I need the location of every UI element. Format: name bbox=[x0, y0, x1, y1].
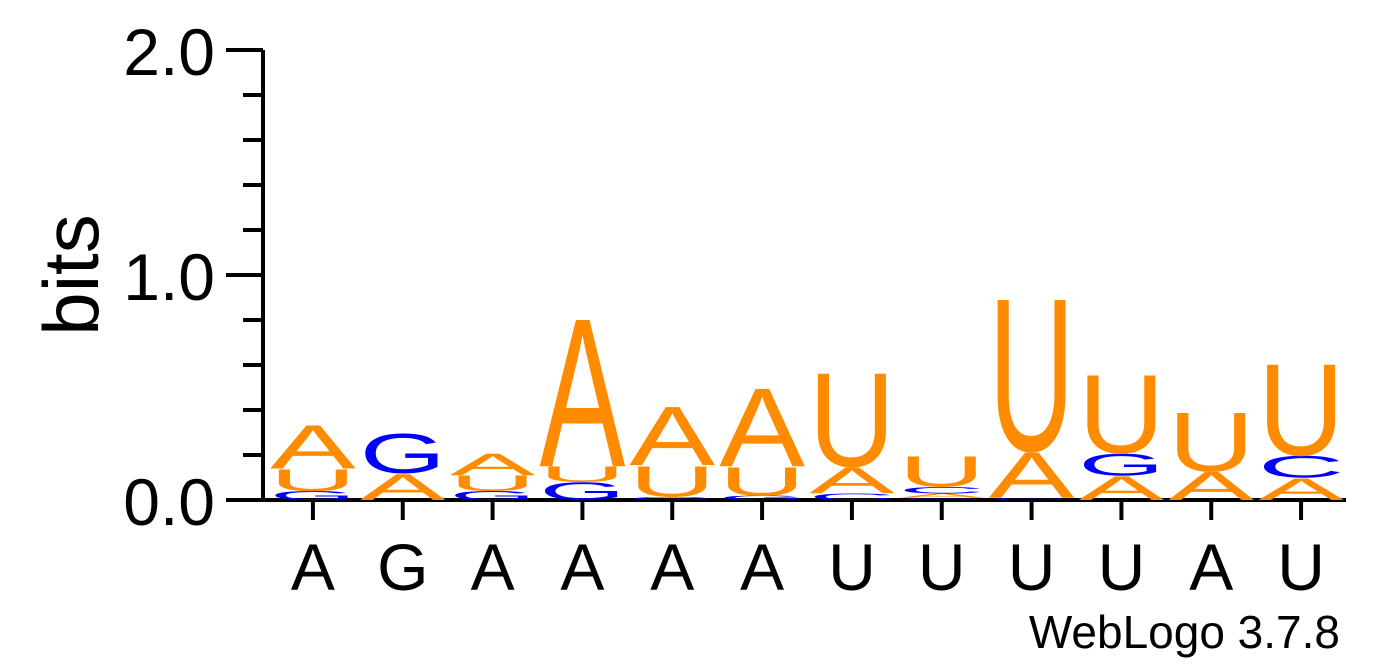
logo-column: GAU bbox=[988, 253, 1074, 512]
x-tick-label: A bbox=[650, 530, 694, 604]
logo-letter-A: A bbox=[270, 412, 357, 482]
x-tick-label: A bbox=[740, 530, 784, 604]
logo-letter-A: A bbox=[629, 389, 715, 484]
x-tick-label: U bbox=[1098, 530, 1146, 604]
logo-column: GUA bbox=[270, 412, 357, 502]
logo-column: GUA bbox=[719, 365, 806, 504]
logo-letter-U: U bbox=[988, 253, 1074, 497]
logo-column: AG bbox=[360, 422, 447, 508]
logo-letter-G: G bbox=[989, 497, 1075, 501]
logo-letter-A: A bbox=[719, 365, 805, 491]
logo-letter-U: U bbox=[539, 462, 625, 486]
logo-letter-G: G bbox=[1078, 447, 1164, 482]
logo-letter-A: A bbox=[899, 492, 985, 499]
y-axis: 0.0 1.0 2.0 bbox=[123, 15, 265, 539]
logo-letter-U: U bbox=[1168, 394, 1254, 488]
y-tick-label: 0.0 bbox=[123, 465, 215, 539]
logo-letter-A: A bbox=[539, 275, 625, 512]
logo-letter-U: U bbox=[809, 345, 895, 495]
logo-letter-C: C bbox=[1258, 449, 1344, 484]
y-axis-label: bits bbox=[27, 214, 115, 335]
logo-letter-G: G bbox=[719, 494, 805, 501]
x-tick-label: U bbox=[828, 530, 876, 604]
logo-letter-G: G bbox=[360, 422, 446, 485]
logo-column: ACU bbox=[1258, 336, 1345, 507]
logo-letter-G: G bbox=[629, 496, 715, 501]
logo-letter-U: U bbox=[1078, 351, 1165, 477]
logo-column: GUA bbox=[629, 389, 716, 506]
logo-letter-A: A bbox=[989, 439, 1075, 512]
logo-letter-A: A bbox=[360, 466, 447, 508]
logo-letter-A: A bbox=[809, 460, 896, 502]
logo-letter-G: G bbox=[270, 489, 356, 503]
y-tick-label: 2.0 bbox=[123, 15, 215, 89]
y-tick-label: 1.0 bbox=[123, 240, 215, 314]
logo-letter-A: A bbox=[1168, 464, 1254, 509]
x-tick-label: U bbox=[1277, 530, 1325, 604]
logo-letter-U: U bbox=[719, 459, 805, 504]
x-tick-label: G bbox=[377, 530, 428, 604]
logo-letter-G: G bbox=[899, 497, 985, 501]
logo-column: AGU bbox=[1078, 351, 1165, 507]
logo-letter-G: G bbox=[539, 477, 625, 505]
logo-letter-G: G bbox=[450, 489, 536, 503]
x-tick-label: A bbox=[471, 530, 515, 604]
logo-letter-U: U bbox=[270, 463, 356, 498]
logo-letter-U: U bbox=[899, 447, 985, 496]
logo-letter-A: A bbox=[1078, 469, 1164, 507]
x-tick-label: A bbox=[560, 530, 604, 604]
logo-column: GUA bbox=[449, 447, 536, 503]
x-tick-label: A bbox=[291, 530, 335, 604]
logo-letter-U: U bbox=[449, 471, 535, 495]
logo-letter-A: A bbox=[450, 447, 537, 482]
logo-column: AU bbox=[1168, 394, 1255, 509]
x-tick-label: A bbox=[1189, 530, 1233, 604]
logo-letter-A: A bbox=[1258, 472, 1345, 507]
x-tick-label: U bbox=[918, 530, 966, 604]
logo-letter-U: U bbox=[629, 457, 715, 506]
logo-column: GUA bbox=[539, 275, 625, 512]
logo-column: CAU bbox=[809, 345, 896, 502]
weblogo-credit: WebLogo 3.7.8 bbox=[1029, 606, 1340, 658]
logo-letter-U: U bbox=[1258, 336, 1344, 483]
logo-letter-C: C bbox=[809, 492, 895, 502]
x-tick-label: U bbox=[1008, 530, 1056, 604]
logo-letter-C: C bbox=[899, 485, 985, 495]
